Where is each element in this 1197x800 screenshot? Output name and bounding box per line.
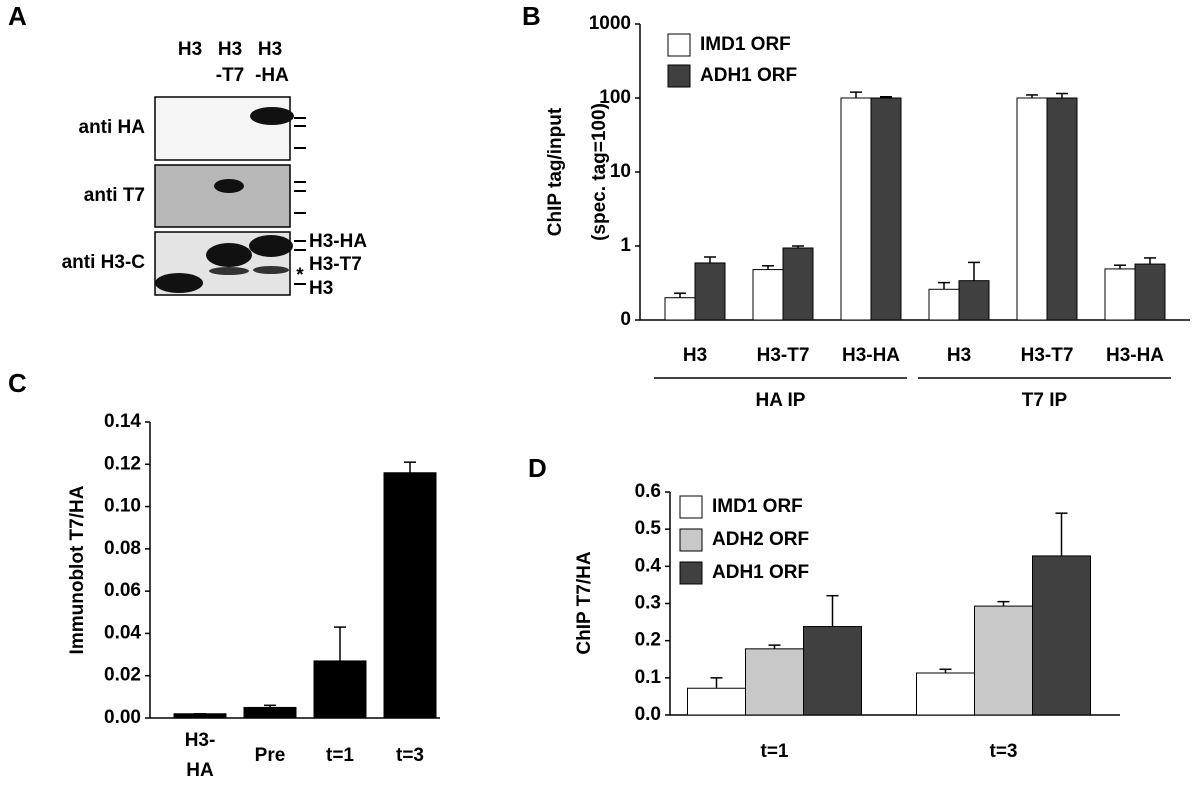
y-axis-label: ChIP tag/input xyxy=(545,107,566,236)
lane-label: H3 xyxy=(258,39,282,60)
bar xyxy=(752,269,784,321)
lane-label: H3 xyxy=(218,39,242,60)
y-tick-label: 0.14 xyxy=(104,411,141,432)
bar xyxy=(687,687,746,716)
group-label: T7 IP xyxy=(1022,390,1068,411)
bar xyxy=(1046,97,1078,321)
y-tick-label: 0.2 xyxy=(635,630,661,651)
x-tick-label: Pre xyxy=(255,745,286,766)
bar xyxy=(745,648,804,716)
band xyxy=(250,107,294,125)
marker-label: H3 xyxy=(309,278,333,299)
lane-label: -HA xyxy=(255,65,289,86)
y-axis-label: (spec. tag=100) xyxy=(589,103,610,241)
y-tick-label: 0.02 xyxy=(104,665,141,686)
x-tick-label: H3-T7 xyxy=(757,345,810,366)
y-tick-label: 0.1 xyxy=(635,667,662,688)
band xyxy=(249,235,293,257)
asterisk: * xyxy=(296,265,304,286)
lane-label: -T7 xyxy=(216,65,245,86)
bar xyxy=(840,97,872,321)
bar xyxy=(1032,555,1091,716)
legend-label: IMD1 ORF xyxy=(712,496,803,517)
panel-letter: B xyxy=(522,1,541,31)
bar xyxy=(974,605,1033,716)
x-tick-label: H3 xyxy=(683,345,707,366)
band xyxy=(209,267,249,275)
x-tick-label: H3-HA xyxy=(842,345,900,366)
bar xyxy=(1134,263,1166,321)
y-tick-label: 0.5 xyxy=(635,518,662,539)
y-tick-label: 0.10 xyxy=(104,496,141,517)
x-tick-label: H3-HA xyxy=(185,730,216,781)
legend-label: ADH1 ORF xyxy=(712,562,809,583)
y-tick-label: 0.3 xyxy=(635,593,661,614)
x-tick-label: H3-T7 xyxy=(1021,345,1074,366)
legend-label: ADH1 ORF xyxy=(700,65,797,86)
y-tick-label: 100 xyxy=(599,87,631,108)
legend-label: ADH2 ORF xyxy=(712,529,809,550)
blot-box xyxy=(154,96,291,161)
lane-label: H3 xyxy=(178,39,202,60)
legend-label: IMD1 ORF xyxy=(700,34,791,55)
y-tick-label: 10 xyxy=(610,161,631,182)
blot-box xyxy=(154,164,291,228)
bar xyxy=(928,288,960,321)
bar xyxy=(958,280,990,321)
x-tick-label: t=1 xyxy=(761,741,789,762)
y-tick-label: 0.0 xyxy=(635,704,661,725)
x-tick-label: H3 xyxy=(947,345,971,366)
y-tick-label: 1 xyxy=(620,235,631,256)
y-tick-label: 0.6 xyxy=(635,481,661,502)
band xyxy=(253,266,289,274)
panel-letter: A xyxy=(8,1,27,31)
y-tick-label: 0.4 xyxy=(635,555,662,576)
x-tick-label: t=3 xyxy=(990,741,1018,762)
bar xyxy=(694,262,726,321)
x-tick-label: H3-HA xyxy=(1106,345,1164,366)
legend-swatch xyxy=(679,561,703,585)
bar xyxy=(1104,268,1136,321)
bar xyxy=(803,626,862,716)
bar xyxy=(173,713,227,719)
bar xyxy=(782,247,814,321)
bar xyxy=(916,672,975,716)
y-tick-label: 0.12 xyxy=(104,453,141,474)
legend-swatch xyxy=(667,33,691,57)
y-tick-label: 0.08 xyxy=(104,538,141,559)
legend-swatch xyxy=(679,495,703,519)
group-label: HA IP xyxy=(756,390,806,411)
bar xyxy=(313,660,367,719)
blot-panel: A H3 H3 -T7 H3 -HA anti HA anti T7 anti … xyxy=(8,1,367,299)
y-axis-label: Immunoblot T7/HA xyxy=(67,485,88,654)
bar xyxy=(1016,97,1048,321)
y-tick-label: 0 xyxy=(620,309,631,330)
band xyxy=(214,179,244,193)
panel-letter: C xyxy=(8,368,27,398)
y-tick-label: 0.04 xyxy=(104,622,141,643)
bar xyxy=(243,706,297,719)
x-tick-label: t=1 xyxy=(326,745,354,766)
panel-letter: D xyxy=(528,453,547,483)
y-tick-label: 0.00 xyxy=(104,707,141,728)
legend-swatch xyxy=(679,528,703,552)
x-tick-label: t=3 xyxy=(396,745,424,766)
row-label: anti T7 xyxy=(84,185,145,206)
y-tick-label: 1000 xyxy=(589,13,631,34)
row-label: anti HA xyxy=(79,117,146,138)
y-tick-label: 0.06 xyxy=(104,580,141,601)
row-label: anti H3-C xyxy=(62,252,146,273)
y-axis-label: ChIP T7/HA xyxy=(574,551,595,654)
bar xyxy=(870,97,902,321)
marker-label: H3-HA xyxy=(309,231,367,252)
band xyxy=(206,243,252,267)
band xyxy=(155,273,203,293)
bar xyxy=(383,472,437,719)
legend-swatch xyxy=(667,64,691,88)
size-markers xyxy=(294,117,306,285)
marker-label: H3-T7 xyxy=(309,254,362,275)
bar xyxy=(664,297,696,321)
